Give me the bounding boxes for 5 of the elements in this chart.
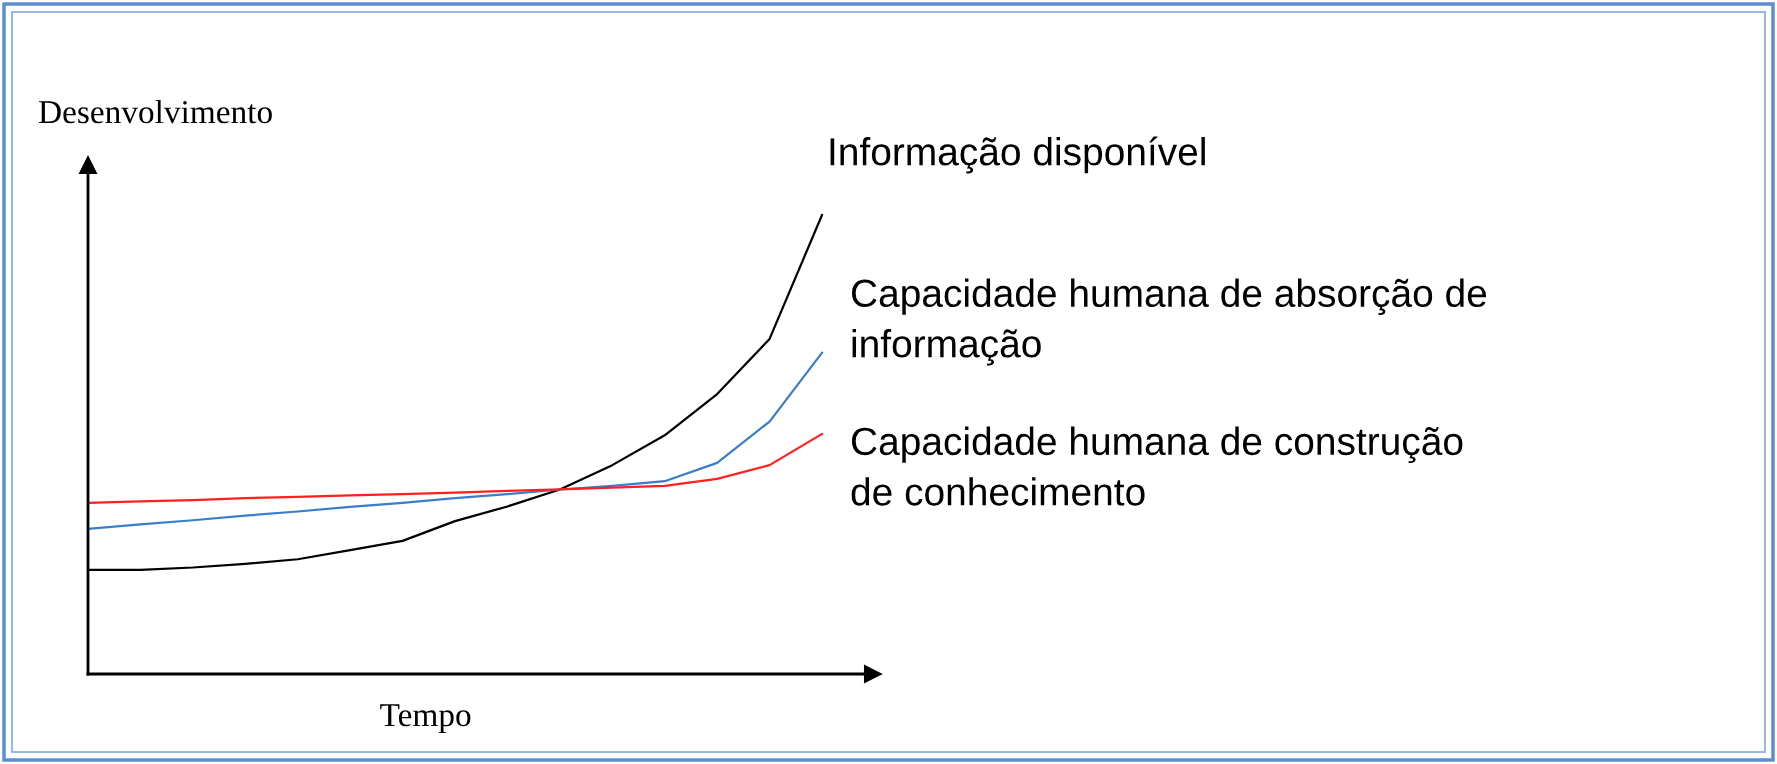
series-label: Capacidade humana de construção de conhecimento: [851, 426, 1463, 506]
series-label: Informação disponível: [830, 136, 1205, 174]
series-label: Capacidade humana de absorção de informação: [851, 278, 1487, 366]
y-axis-title: Desenvolvimento: [38, 99, 272, 124]
x-axis-title: Tempo: [380, 704, 471, 734]
